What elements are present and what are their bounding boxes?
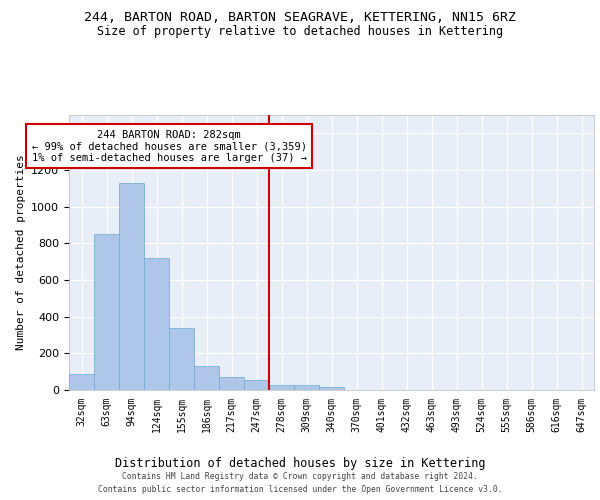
- Bar: [144, 258, 169, 390]
- Text: Size of property relative to detached houses in Kettering: Size of property relative to detached ho…: [97, 25, 503, 38]
- Bar: [319, 387, 344, 390]
- Bar: [219, 377, 244, 390]
- Bar: [94, 234, 119, 390]
- Text: Distribution of detached houses by size in Kettering: Distribution of detached houses by size …: [115, 458, 485, 470]
- Text: 244, BARTON ROAD, BARTON SEAGRAVE, KETTERING, NN15 6RZ: 244, BARTON ROAD, BARTON SEAGRAVE, KETTE…: [84, 11, 516, 24]
- Text: 244 BARTON ROAD: 282sqm
← 99% of detached houses are smaller (3,359)
1% of semi-: 244 BARTON ROAD: 282sqm ← 99% of detache…: [32, 130, 307, 163]
- Text: Contains HM Land Registry data © Crown copyright and database right 2024.
Contai: Contains HM Land Registry data © Crown c…: [98, 472, 502, 494]
- Y-axis label: Number of detached properties: Number of detached properties: [16, 154, 26, 350]
- Bar: [119, 183, 144, 390]
- Bar: [294, 386, 319, 390]
- Bar: [269, 386, 294, 390]
- Bar: [69, 374, 94, 390]
- Bar: [169, 328, 194, 390]
- Bar: [244, 380, 269, 390]
- Bar: [194, 366, 219, 390]
